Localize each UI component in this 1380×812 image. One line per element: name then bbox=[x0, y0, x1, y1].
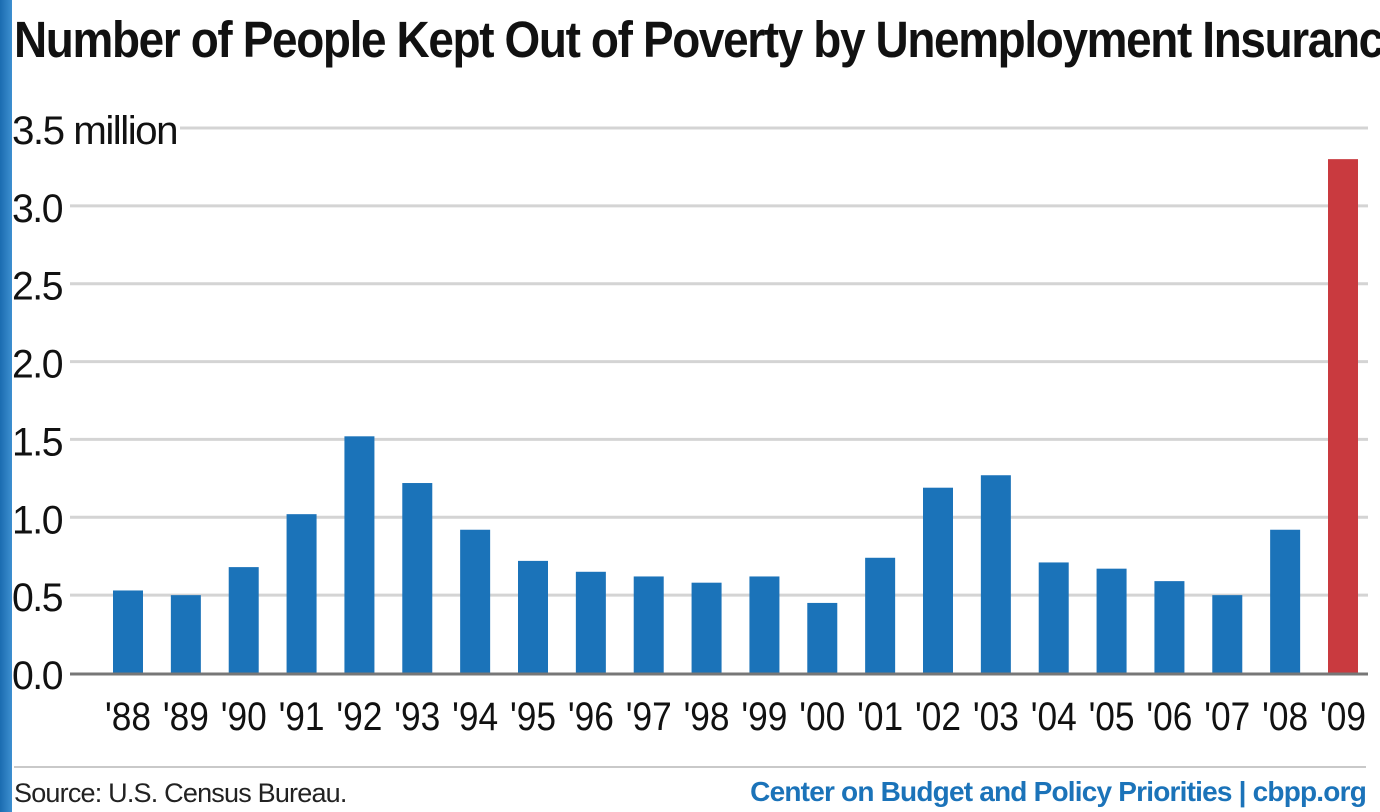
x-tick-label: '95 bbox=[510, 695, 556, 739]
bar-00 bbox=[807, 602, 838, 673]
y-tick-label: 2.5 bbox=[12, 265, 62, 309]
bar-91 bbox=[286, 514, 317, 673]
bar-93 bbox=[402, 483, 433, 673]
bar-07 bbox=[1212, 595, 1243, 673]
x-tick-label: '09 bbox=[1320, 695, 1366, 739]
bar-95 bbox=[518, 560, 548, 673]
x-tick-label: '91 bbox=[279, 695, 325, 739]
bar-01 bbox=[865, 557, 896, 673]
y-tick-label: 0.0 bbox=[12, 654, 62, 698]
y-tick-label: 0.5 bbox=[12, 576, 62, 620]
x-tick-label: '94 bbox=[452, 695, 498, 739]
bar-08 bbox=[1270, 529, 1301, 673]
bar-02 bbox=[923, 487, 953, 673]
x-tick-label: '04 bbox=[1031, 695, 1077, 739]
x-tick-label: '05 bbox=[1089, 695, 1135, 739]
y-tick-label: 3.0 bbox=[12, 187, 62, 231]
x-tick-label: '97 bbox=[626, 695, 672, 739]
bar-05 bbox=[1096, 568, 1127, 673]
x-tick-label: '88 bbox=[105, 695, 151, 739]
x-tick-label: '01 bbox=[857, 695, 903, 739]
bar-98 bbox=[691, 582, 722, 673]
bar-97 bbox=[633, 576, 664, 673]
y-tick-label: 1.5 bbox=[12, 420, 62, 464]
bar-03 bbox=[980, 475, 1011, 673]
source-note: Source: U.S. Census Bureau. bbox=[14, 778, 347, 808]
x-tick-label: '02 bbox=[915, 695, 961, 739]
bar-99 bbox=[749, 576, 780, 673]
y-tick-label: 2.0 bbox=[12, 343, 62, 387]
x-tick-label: '00 bbox=[799, 695, 845, 739]
x-tick-label: '98 bbox=[684, 695, 730, 739]
bar-88 bbox=[113, 590, 143, 673]
bar-90 bbox=[228, 567, 259, 673]
bar-09 bbox=[1328, 159, 1358, 674]
x-tick-label: '89 bbox=[163, 695, 209, 739]
x-tick-label: '99 bbox=[741, 695, 787, 739]
bar-94 bbox=[460, 529, 491, 673]
bar-06 bbox=[1154, 581, 1185, 673]
x-tick-label: '07 bbox=[1204, 695, 1250, 739]
x-tick-label: '90 bbox=[221, 695, 267, 739]
x-tick-label: '06 bbox=[1146, 695, 1192, 739]
x-tick-label: '03 bbox=[973, 695, 1019, 739]
x-tick-label: '93 bbox=[394, 695, 440, 739]
bar-96 bbox=[575, 571, 606, 673]
x-tick-label: '92 bbox=[336, 695, 382, 739]
left-accent-stripe bbox=[0, 0, 12, 812]
y-tick-label: 3.5 million bbox=[12, 109, 177, 153]
x-tick-label: '08 bbox=[1262, 695, 1308, 739]
bar-92 bbox=[344, 436, 375, 673]
x-tick-label: '96 bbox=[568, 695, 614, 739]
bar-04 bbox=[1038, 562, 1069, 673]
chart-title: Number of People Kept Out of Poverty by … bbox=[14, 11, 1380, 68]
bar-89 bbox=[170, 595, 201, 673]
footer-divider bbox=[14, 766, 1366, 768]
credit-link[interactable]: Center on Budget and Policy Priorities |… bbox=[750, 776, 1367, 807]
y-tick-label: 1.0 bbox=[12, 498, 62, 542]
